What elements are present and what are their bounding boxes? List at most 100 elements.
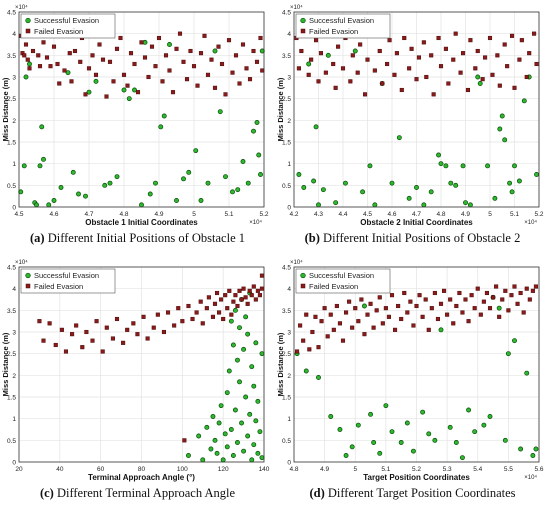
y-tick-label: 0 [287,205,291,212]
data-point-successful-evasion [496,305,502,311]
data-point-failed-evasion [445,312,450,317]
data-point-failed-evasion [454,303,459,309]
data-point-failed-evasion [524,286,529,291]
caption-tag: (a) [29,231,45,245]
x-tick-label: 4.4 [338,211,347,218]
data-point-failed-evasion [186,303,191,309]
data-point-failed-evasion [463,297,468,302]
data-point-successful-evasion [316,375,321,380]
data-point-failed-evasion [233,53,239,58]
x-axis-label: Terminal Approach Angle (°) [88,473,195,482]
data-point-successful-evasion [502,437,508,443]
data-point-failed-evasion [190,316,195,322]
plot-frame [293,266,540,463]
data-point-failed-evasion [318,51,324,56]
data-point-failed-evasion [487,35,493,41]
data-point-failed-evasion [155,312,160,317]
data-point-failed-evasion [118,35,123,41]
data-point-failed-evasion [243,295,248,300]
data-point-failed-evasion [206,295,211,300]
chart-panel-b: 0 0.5 1 1.5 2 2.5 3 3.5 4 4.5 4.2 4.3 4.4 4.5 4.6 4.7 4.… [275,0,550,255]
data-point-successful-evasion [216,420,222,426]
data-point-successful-evasion [352,48,358,54]
data-point-successful-evasion [147,191,153,197]
data-point-failed-evasion [494,284,499,289]
legend-box [295,268,391,294]
data-point-successful-evasion [414,185,419,190]
data-point-failed-evasion [25,57,30,62]
data-point-failed-evasion [30,48,36,54]
x-exponent-label: ×10⁴ [524,474,537,481]
data-point-successful-evasion [533,446,539,452]
data-point-successful-evasion [492,195,498,201]
y-tick-label: 0.5 [7,183,16,190]
data-point-failed-evasion [386,314,391,319]
data-point-failed-evasion [170,90,176,95]
data-point-successful-evasion [46,202,52,208]
y-exponent-label: ×10⁴ [15,4,28,11]
data-point-failed-evasion [491,295,496,300]
data-point-successful-evasion [217,109,223,115]
y-tick-label: 0.5 [282,438,291,445]
data-point-failed-evasion [532,31,537,36]
data-point-failed-evasion [480,77,485,82]
data-point-failed-evasion [226,38,232,43]
y-tick-label: 0 [12,205,16,212]
data-point-successful-evasion [410,448,416,454]
data-point-successful-evasion [230,189,235,195]
data-point-successful-evasion [226,368,232,374]
data-point-failed-evasion [407,66,412,71]
legend-label: Successful Evasion [309,271,374,280]
data-point-failed-evasion [255,288,260,293]
data-point-failed-evasion [340,66,346,71]
data-point-failed-evasion [295,349,300,354]
x-tick-label: 4.9 [461,211,470,218]
data-point-failed-evasion [153,64,158,69]
data-point-failed-evasion [223,293,228,298]
data-point-failed-evasion [316,79,321,84]
data-point-successful-evasion [512,163,517,169]
data-point-successful-evasion [208,446,214,452]
data-point-failed-evasion [245,301,250,306]
data-point-successful-evasion [241,346,247,352]
data-point-failed-evasion [233,293,238,298]
scatter-plot-a: 0 0.5 1 1.5 2 2.5 3 3.5 4 4.5 4.5 4.6 4.7 4.8 4.9 5 5.1 5… [1,4,269,227]
data-point-failed-evasion [304,312,309,317]
caption-c: (c) Different Terminal Approach Angle [0,486,275,501]
data-point-failed-evasion [402,290,407,296]
data-point-failed-evasion [27,66,32,71]
x-tick-label: 5.1 [381,466,390,473]
data-point-failed-evasion [205,72,211,77]
data-point-successful-evasion [497,126,503,132]
y-tick-label: 4 [12,31,16,38]
data-point-failed-evasion [247,288,252,293]
y-tick-label: 3.5 [282,53,291,60]
data-point-successful-evasion [83,193,88,199]
x-tick-label: 60 [97,466,105,473]
caption-text: Different Terminal Approach Angle [53,486,236,500]
legend: Successful Evasion Failed Evasion [295,13,391,39]
data-point-failed-evasion [114,316,120,322]
data-point-failed-evasion [475,286,480,291]
data-point-successful-evasion [472,429,478,435]
data-point-failed-evasion [435,316,440,322]
data-point-failed-evasion [296,66,301,71]
data-point-failed-evasion [358,42,363,47]
data-point-failed-evasion [219,297,224,302]
y-exponent-label: ×10⁴ [15,259,28,266]
data-point-failed-evasion [458,70,463,75]
x-tick-label: 20 [15,466,23,473]
data-point-failed-evasion [84,329,89,335]
legend-label: Failed Evasion [309,27,358,36]
plot-frame [293,11,540,208]
y-tick-label: 2 [12,118,16,125]
plot-frame [18,266,265,463]
y-exponent-label: ×10⁴ [290,4,303,11]
x-tick-label: 4.8 [119,211,128,218]
data-point-successful-evasion [58,185,64,190]
data-point-successful-evasion [512,338,517,344]
legend: Successful Evasion Failed Evasion [20,13,116,39]
data-point-successful-evasion [186,169,192,175]
x-tick-label: 4.8 [436,211,445,218]
y-axis-label: Miss Distance (m) [276,77,285,141]
